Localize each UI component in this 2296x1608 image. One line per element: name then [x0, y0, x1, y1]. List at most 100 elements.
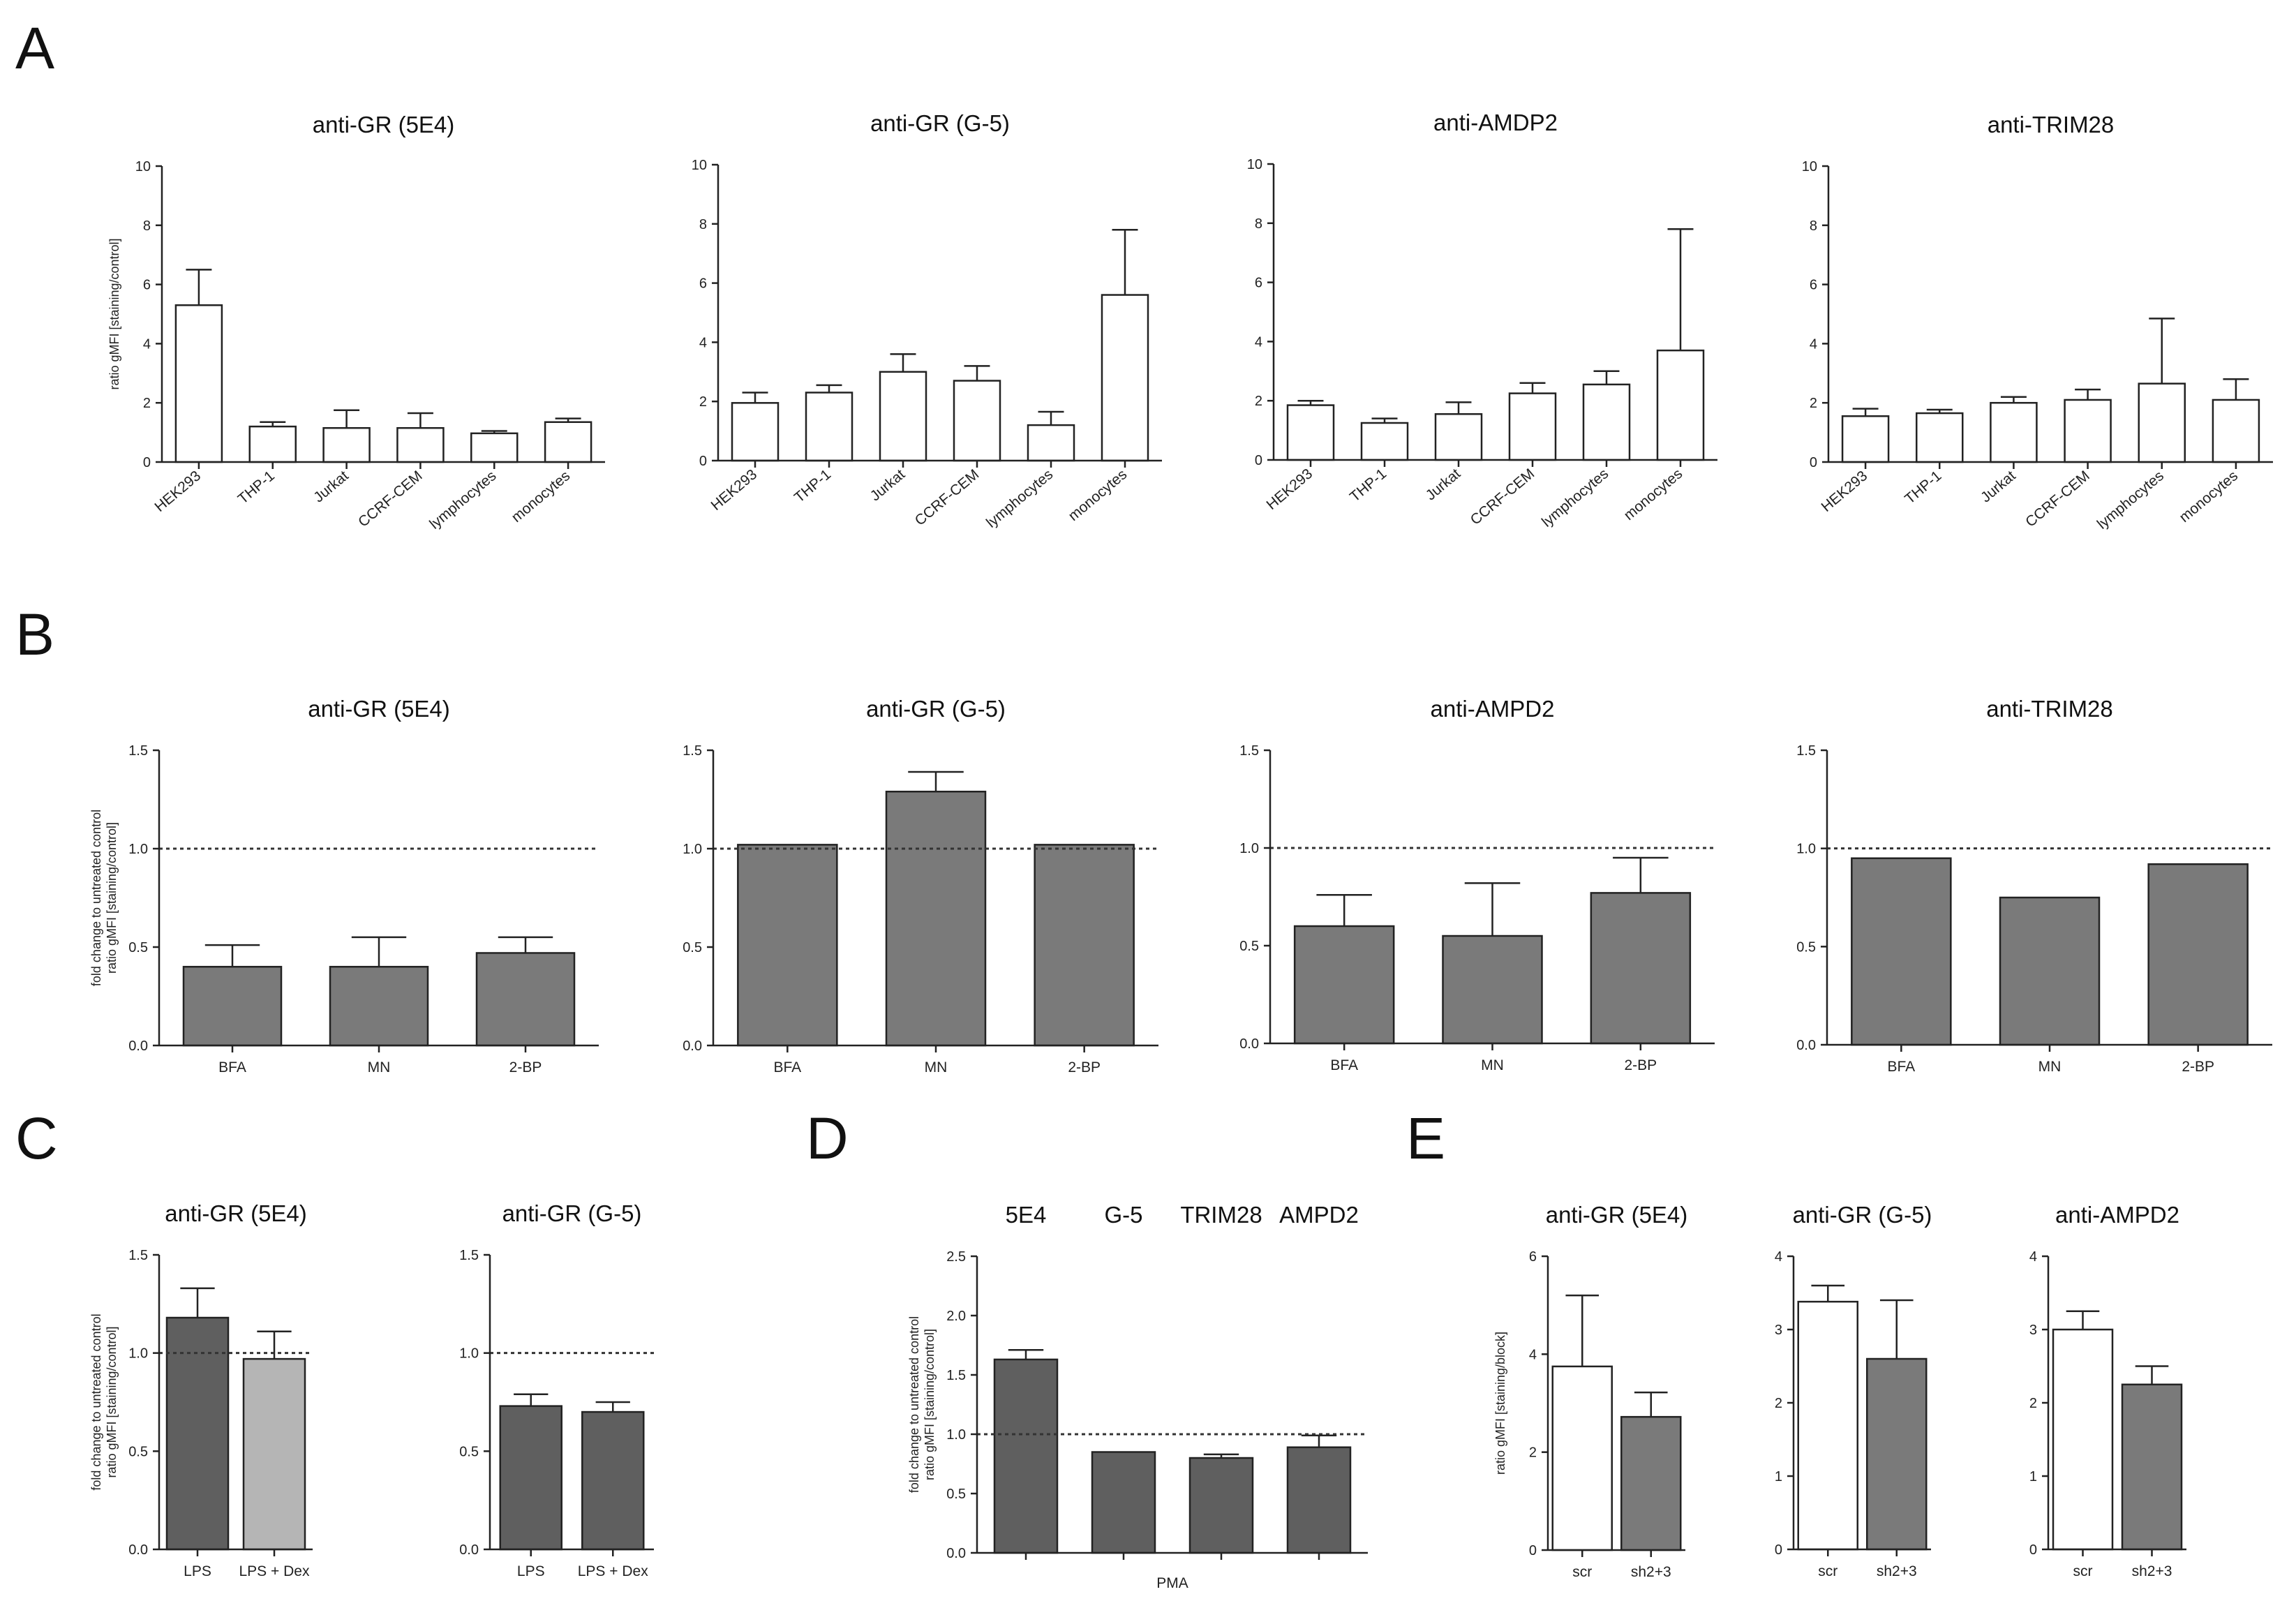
chart-title: anti-GR (5E4) [313, 112, 455, 137]
bar-monocytes [2212, 399, 2260, 463]
x-tick-label-ccrf-cem: CCRF-CEM [912, 466, 983, 529]
y-tick-label: 0.0 [128, 1038, 148, 1054]
bar-ampd2 [1286, 1446, 1352, 1554]
bar-thp-1 [1916, 412, 1964, 463]
y-tick-label: 1.5 [459, 1248, 479, 1263]
x-tick-label-sh2-3: sh2+3 [1631, 1564, 1671, 1580]
y-tick-label: 10 [692, 158, 707, 173]
y-tick-label: 8 [699, 217, 707, 232]
bar-jurkat [322, 426, 371, 463]
y-tick-label: 0.5 [459, 1444, 479, 1459]
error-bar-hek293 [1297, 399, 1324, 405]
x-tick-label-hek293: HEK293 [1819, 468, 1871, 515]
y-tick-label: 2 [2029, 1396, 2037, 1411]
error-bar-lps-dex [257, 1330, 292, 1360]
bar-monocytes [1656, 349, 1705, 461]
y-tick-label: 10 [1247, 157, 1262, 172]
chart-title: anti-GR (G-5) [1793, 1202, 1932, 1228]
bar-sh2-3 [1620, 1415, 1682, 1551]
bar-bfa [1851, 857, 1952, 1046]
y-tick-label: 0.5 [1796, 939, 1816, 955]
y-tick-label: 1.0 [128, 842, 148, 857]
x-tick-label-mn: MN [368, 1059, 391, 1075]
y-tick-label: 8 [1810, 218, 1817, 234]
x-tick-label-lps-dex: LPS + Dex [578, 1563, 648, 1579]
bar-bfa [737, 844, 838, 1047]
bar-jurkat [1990, 401, 2038, 463]
bar-thp-1 [1360, 422, 1409, 461]
bar-2-bp [2147, 863, 2249, 1046]
bar-5e4 [993, 1358, 1059, 1554]
y-tick-label: 0 [1810, 455, 1817, 470]
x-tick-label-hek293: HEK293 [708, 466, 761, 514]
error-bar-mn [1464, 882, 1521, 936]
error-bar-lymphocytes [1593, 370, 1620, 385]
bar-scr [1551, 1365, 1613, 1551]
error-bar-bfa [1316, 893, 1372, 926]
chart-title: anti-GR (5E4) [165, 1200, 307, 1226]
y-tick-label: 1.5 [128, 1248, 148, 1263]
x-tick-label-scr: scr [2073, 1563, 2093, 1579]
x-tick-label-hek293: HEK293 [1264, 466, 1316, 513]
x-tick-label-scr: scr [1572, 1564, 1592, 1580]
x-tick-label-scr: scr [1818, 1563, 1837, 1579]
y-tick-label: 2.0 [946, 1309, 966, 1324]
x-tick-label-ccrf-cem: CCRF-CEM [2022, 468, 2093, 530]
y-tick-label: 0.5 [946, 1487, 966, 1502]
y-tick-label: 4 [699, 335, 707, 350]
bar-ccrf-cem [953, 380, 1001, 462]
y-tick-label: 4 [1775, 1249, 1782, 1265]
error-bar-2-bp [498, 936, 553, 953]
chart-b-7: anti-AMPD2 0.0 0.5 1.0 1.5 BFA MN 2-BP [1239, 696, 1715, 1073]
bar-mn [1999, 896, 2101, 1046]
panel-letter-a: A [15, 15, 54, 81]
bar-scr [2052, 1328, 2114, 1551]
error-bar-scr [1565, 1294, 1600, 1367]
y-tick-label: 0.5 [683, 940, 702, 955]
bar-sh2-3 [1866, 1357, 1928, 1551]
error-bar-ccrf-cem [964, 365, 990, 381]
x-tick-label-lps: LPS [184, 1563, 211, 1579]
x-tick-label-jurkat: Jurkat [311, 468, 352, 505]
error-bar-bfa [204, 944, 260, 967]
y-tick-label: 2.5 [946, 1249, 966, 1265]
panel-letter-d: D [806, 1106, 849, 1171]
y-axis-label: fold change to untreated control ratio gM… [89, 1313, 119, 1490]
chart-b-6: anti-GR (G-5) 0.0 0.5 1.0 1.5 BFA MN 2-BP [683, 696, 1158, 1075]
x-tick-label-thp-1: THP-1 [791, 466, 834, 506]
bar-ccrf-cem [1508, 392, 1557, 461]
error-bar-hek293 [186, 269, 212, 306]
y-tick-label: 6 [143, 278, 151, 293]
x-tick-label-thp-1: THP-1 [1347, 466, 1389, 505]
y-tick-label: 1.0 [128, 1346, 148, 1362]
y-tick-label: 0.0 [128, 1542, 148, 1558]
chart-title: anti-GR (5E4) [308, 696, 450, 722]
error-bar-mn [351, 936, 407, 967]
column-title-ampd2: AMPD2 [1279, 1202, 1359, 1228]
error-bar-jurkat [334, 409, 360, 429]
x-tick-label-hek293: HEK293 [151, 468, 204, 515]
error-bar-ccrf-cem [407, 412, 433, 429]
error-bar-jurkat [1445, 401, 1472, 415]
y-axis-label-line: fold change to untreated control [89, 1313, 103, 1490]
chart-a-3: anti-AMDP2 0 2 4 6 8 10 HEK293 THP-1 Jurkat CCRF-C… [1247, 110, 1717, 530]
error-bar-lymphocytes [481, 430, 507, 433]
y-tick-label: 0.0 [1239, 1036, 1259, 1052]
y-tick-label: 2 [143, 396, 151, 411]
y-axis-label-line: fold change to untreated control [89, 810, 103, 986]
bar-2-bp [1590, 892, 1692, 1045]
x-tick-label-mn: MN [925, 1059, 948, 1075]
y-tick-label: 4 [1255, 334, 1262, 350]
x-tick-label-lymphocytes: lymphocytes [426, 468, 499, 533]
x-tick-label-thp-1: THP-1 [1902, 468, 1944, 507]
error-bar-trim28 [1203, 1453, 1239, 1458]
error-bar-lymphocytes [1038, 410, 1064, 426]
y-tick-label: 1 [1775, 1469, 1782, 1484]
y-tick-label: 0 [1529, 1543, 1537, 1558]
bar-g-5 [1091, 1451, 1156, 1554]
bar-scr [1797, 1300, 1858, 1551]
x-tick-label-lymphocytes: lymphocytes [1539, 466, 1611, 530]
bar-lps-dex [242, 1357, 306, 1551]
bar-2-bp [475, 952, 576, 1047]
